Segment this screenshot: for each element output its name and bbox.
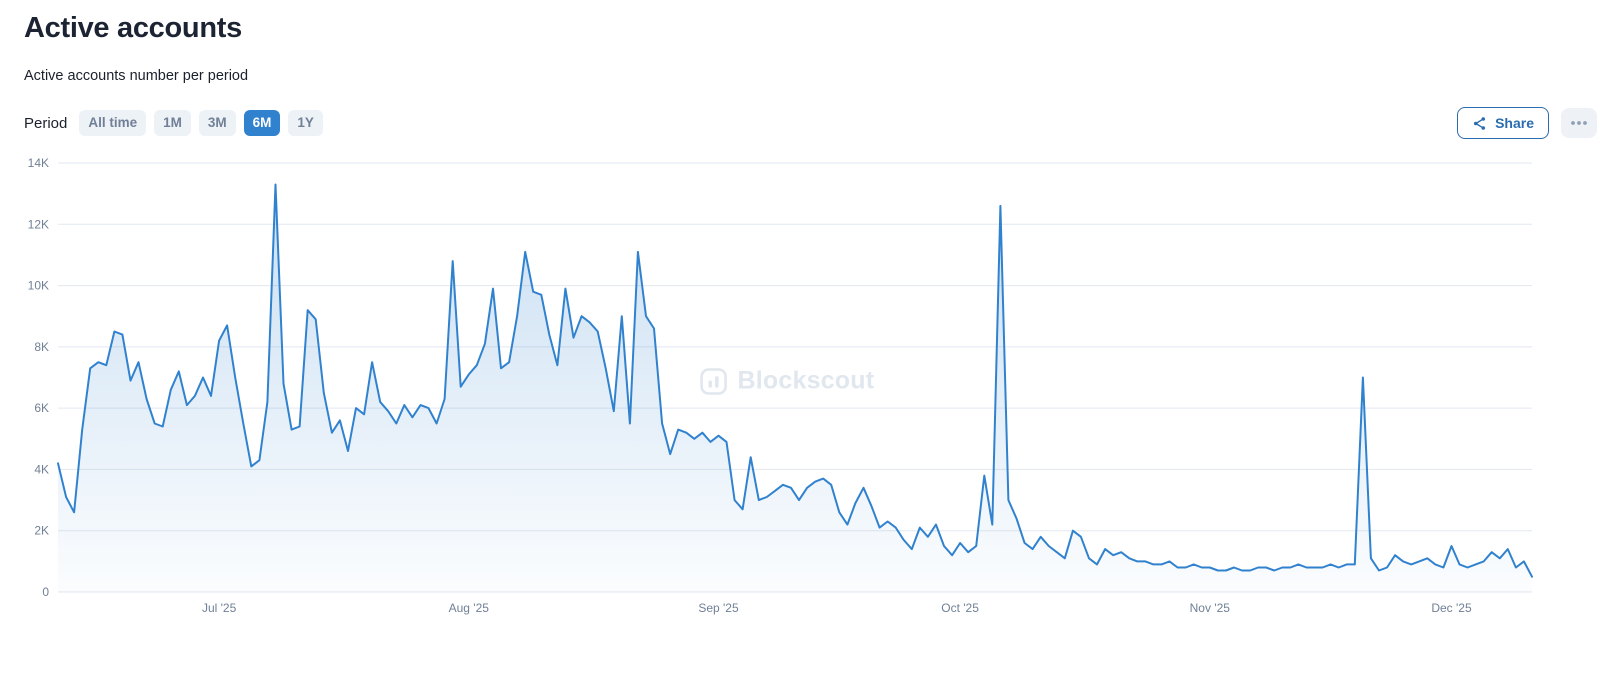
share-button[interactable]: Share xyxy=(1457,107,1549,139)
svg-text:Aug '25: Aug '25 xyxy=(449,601,490,615)
share-icon xyxy=(1474,116,1486,130)
period-label: Period xyxy=(24,114,68,132)
period-option-all-time[interactable]: All time xyxy=(79,109,147,137)
page-title: Active accounts xyxy=(24,12,242,44)
svg-text:2K: 2K xyxy=(34,524,49,538)
svg-text:12K: 12K xyxy=(28,217,49,231)
svg-text:Dec '25: Dec '25 xyxy=(1431,601,1472,615)
controls-row: Period All time 1M 3M 6M 1Y Share xyxy=(24,107,1597,139)
svg-text:0: 0 xyxy=(42,585,49,599)
chart-line xyxy=(57,183,1533,578)
active-accounts-page: Active accounts Active accounts number p… xyxy=(24,12,1597,621)
svg-text:4K: 4K xyxy=(34,462,49,476)
svg-text:Sep '25: Sep '25 xyxy=(698,601,739,615)
svg-text:6K: 6K xyxy=(34,401,49,415)
chart-area: 0 2K 4K 6K 8K 10K 12K 14K Jul '25 Aug '25 Sep '25 O… xyxy=(24,151,1597,621)
ellipsis-icon xyxy=(1571,121,1587,125)
svg-text:Oct '25: Oct '25 xyxy=(941,601,979,615)
svg-text:14K: 14K xyxy=(28,156,49,170)
share-button-label: Share xyxy=(1495,115,1534,131)
svg-text:Jul '25: Jul '25 xyxy=(202,601,237,615)
active-accounts-line-chart[interactable]: 0 2K 4K 6K 8K 10K 12K 14K Jul '25 Aug '25 Sep '25 O… xyxy=(24,151,1597,621)
svg-text:8K: 8K xyxy=(34,340,49,354)
period-selector: All time 1M 3M 6M 1Y xyxy=(79,109,323,137)
svg-text:Nov '25: Nov '25 xyxy=(1190,601,1231,615)
period-option-6m[interactable]: 6M xyxy=(243,109,281,137)
more-menu-button[interactable] xyxy=(1561,108,1597,138)
page-subtitle: Active accounts number per period xyxy=(24,68,249,84)
period-option-3m[interactable]: 3M xyxy=(198,109,236,137)
period-option-1y[interactable]: 1Y xyxy=(288,109,323,137)
chart-area-fill xyxy=(58,184,1532,592)
svg-text:10K: 10K xyxy=(28,279,49,293)
period-option-1m[interactable]: 1M xyxy=(154,109,191,137)
